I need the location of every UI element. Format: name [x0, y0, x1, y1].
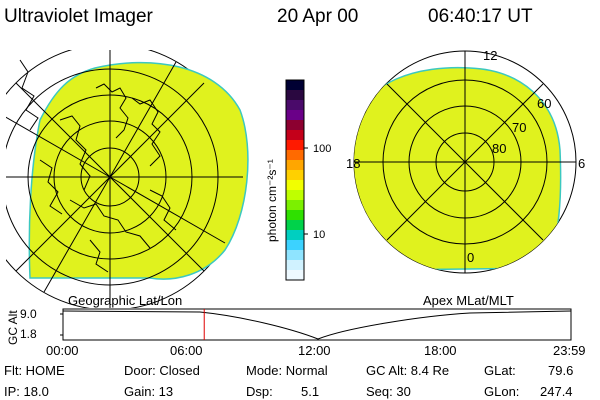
timeline-tick-1800: 18:00: [424, 343, 457, 358]
color-scale-cell: [286, 100, 304, 111]
color-scale-cell: [286, 150, 304, 161]
mlat-label-60: 60: [537, 96, 551, 111]
mlt-label-6: 6: [578, 156, 585, 171]
app-title: Ultraviolet Imager: [4, 6, 153, 27]
color-scale-cell: [286, 110, 304, 121]
altitude-curve: [62, 310, 572, 340]
timeline-frame: [62, 308, 572, 341]
colorbar-tick-10: 10: [313, 229, 325, 241]
timeline-tick-0600: 06:00: [170, 343, 203, 358]
color-scale-cell: [286, 210, 304, 221]
glon-value: 247.4: [540, 384, 573, 399]
coastlines: [19, 59, 177, 273]
dsp-label: Dsp:: [246, 384, 273, 399]
glat-label: GLat:: [484, 363, 516, 378]
color-scale-cell: [286, 260, 304, 271]
mlat-label-80: 80: [492, 141, 506, 156]
color-scale-cell: [286, 270, 304, 281]
timeline-tick-min: 1.8: [20, 327, 37, 341]
timeline-tick-1200: 12:00: [298, 343, 331, 358]
color-scale: 100 10 photon cm⁻²s⁻¹: [265, 79, 331, 281]
timeline-ylabel: GC Alt: [6, 310, 20, 345]
lat-lon-grid: [6, 50, 243, 308]
glat-value: 79.6: [548, 363, 574, 378]
color-scale-cell: [286, 140, 304, 151]
ip-value: IP: 18.0: [4, 384, 49, 399]
color-scale-cell: [286, 170, 304, 181]
colorbar-tick-100: 100: [313, 143, 331, 155]
color-scale-cell: [286, 180, 304, 191]
timeline-tick-max: 9.0: [20, 307, 37, 321]
dsp-value: 5.1: [301, 384, 320, 399]
gc-altitude: GC Alt: 8.4 Re: [366, 363, 450, 378]
color-scale-cell: [286, 230, 304, 241]
door-status: Door: Closed: [124, 363, 200, 378]
mlat-label-70: 70: [512, 120, 526, 135]
mlt-label-12: 12: [483, 48, 497, 63]
color-scale-cell: [286, 90, 304, 101]
color-scale-cell: [286, 240, 304, 251]
color-scale-cell: [286, 130, 304, 141]
color-scale-cell: [286, 120, 304, 131]
timeline-tick-2359: 23:59: [553, 343, 586, 358]
color-scale-cell: [286, 190, 304, 201]
glon-label: GLon:: [484, 384, 520, 399]
sequence-number: Seq: 30: [366, 384, 411, 399]
color-scale-cell: [286, 200, 304, 211]
geographic-map: [6, 50, 249, 308]
color-scale-cell: [286, 250, 304, 261]
color-scale-cell: [286, 80, 304, 91]
mode-status: Mode: Normal: [246, 363, 328, 378]
timeline-tick-0000: 00:00: [46, 343, 79, 358]
mlt-label-0: 0: [467, 250, 474, 265]
color-scale-cells: [286, 80, 304, 281]
flight-status: Flt: HOME: [4, 363, 65, 378]
color-scale-cell: [286, 220, 304, 231]
gain-value: Gain: 13: [124, 384, 174, 399]
geographic-map-label: Geographic Lat/Lon: [68, 293, 182, 308]
mlt-label-18: 18: [346, 156, 360, 171]
observation-date: 20 Apr 00: [277, 6, 359, 27]
magnetic-map-label: Apex MLat/MLT: [423, 293, 514, 308]
color-scale-cell: [286, 160, 304, 171]
altitude-timeline: 9.0 1.8 GC Alt 00:00 06:00 12:00 18:00 2…: [6, 307, 586, 358]
mlat-mlt-grid: [354, 51, 576, 273]
observation-time: 06:40:17 UT: [428, 6, 533, 27]
magnetic-map: 12 18 6 0 60 70 80: [346, 48, 585, 274]
colorbar-unit-label: photon cm⁻²s⁻¹: [265, 159, 279, 242]
